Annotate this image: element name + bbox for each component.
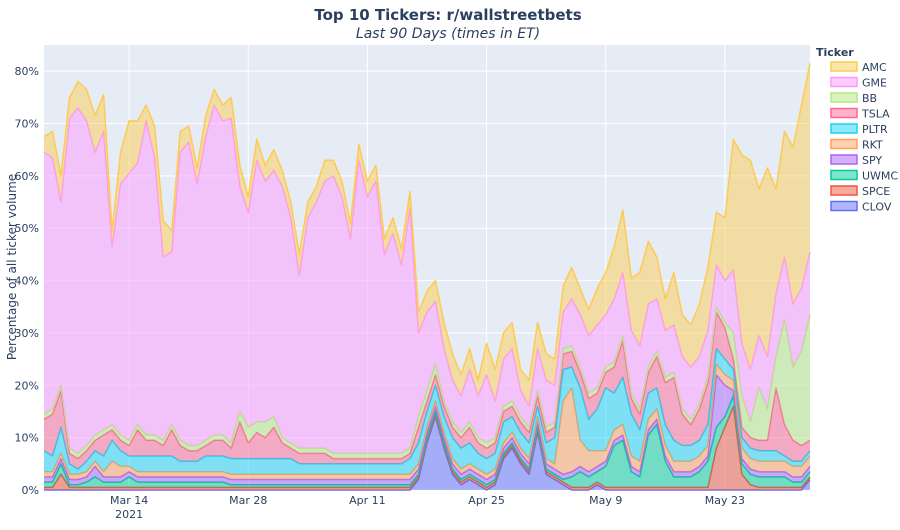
- area-rkt[interactable]: [44, 364, 810, 480]
- line-amc: [43, 63, 811, 381]
- y-tick-label: 20%: [15, 379, 39, 392]
- legend-swatch: [830, 200, 858, 212]
- y-axis-ticks: 0% 10% 20% 30% 40% 50% 60% 70% 80%: [15, 65, 39, 497]
- chart-subtitle: Last 90 Days (times in ET): [356, 26, 540, 42]
- legend-title: Ticker: [816, 46, 854, 59]
- legend-swatch: [830, 92, 858, 103]
- y-tick-label: 0%: [22, 484, 39, 497]
- legend-label: TSLA: [861, 108, 890, 121]
- legend-label: SPY: [862, 154, 882, 167]
- area-pltr[interactable]: [44, 348, 810, 475]
- area-gme[interactable]: [44, 105, 810, 454]
- legend-swatch: [830, 185, 858, 196]
- legend-item-rkt[interactable]: RKT: [830, 138, 883, 152]
- area-uwmc[interactable]: [44, 395, 810, 488]
- legend-item-tsla[interactable]: TSLA: [830, 107, 890, 121]
- y-tick-label: 60%: [15, 170, 39, 183]
- x-tick-label: May 9: [589, 494, 622, 507]
- x-tick-label: Mar 14: [110, 494, 148, 507]
- area-clov[interactable]: [44, 416, 810, 490]
- legend-item-spce[interactable]: SPCE: [830, 185, 890, 198]
- legend-item-uwmc[interactable]: UWMC: [830, 169, 898, 183]
- legend-item-amc[interactable]: AMC: [830, 61, 887, 74]
- legend-swatch: [830, 123, 858, 134]
- y-tick-label: 70%: [15, 118, 39, 131]
- x-tick-label: Apr 25: [468, 494, 505, 507]
- legend-label: BB: [862, 92, 877, 105]
- legend-item-pltr[interactable]: PLTR: [830, 123, 888, 136]
- y-axis-label: Percentage of all ticker volume: [5, 174, 19, 360]
- legend-label: GME: [862, 77, 887, 90]
- legend-label: CLOV: [862, 201, 892, 214]
- area-series: [43, 63, 811, 491]
- y-tick-label: 10%: [15, 432, 39, 445]
- y-tick-label: 50%: [15, 222, 39, 235]
- legend-label: RKT: [862, 139, 883, 152]
- x-tick-label: May 23: [705, 494, 745, 507]
- legend-item-clov[interactable]: CLOV: [830, 200, 892, 214]
- legend-swatch: [830, 76, 858, 88]
- legend-item-spy[interactable]: SPY: [830, 154, 882, 167]
- legend-label: AMC: [862, 61, 887, 74]
- legend-item-bb[interactable]: BB: [830, 92, 877, 105]
- legend-item-gme[interactable]: GME: [830, 76, 887, 90]
- area-spce[interactable]: [44, 406, 810, 490]
- x-tick-sublabel: 2021: [115, 508, 143, 521]
- y-tick-label: 30%: [15, 327, 39, 340]
- area-amc[interactable]: [44, 63, 810, 407]
- x-tick-label: Apr 11: [349, 494, 386, 507]
- y-tick-label: 80%: [15, 65, 39, 78]
- y-tick-label: 40%: [15, 275, 39, 288]
- legend-swatch: [830, 138, 858, 150]
- legend-label: SPCE: [862, 185, 890, 198]
- legend-label: PLTR: [862, 123, 888, 136]
- legend-swatch: [830, 107, 858, 119]
- legend-swatch: [830, 154, 858, 165]
- x-tick-label: Mar 28: [229, 494, 267, 507]
- legend-swatch: [830, 61, 858, 72]
- legend[interactable]: AMC GME BB TSLA PLTR RKT SPY UWMC SPCE CLOV: [830, 61, 898, 214]
- chart-title: Top 10 Tickers: r/wallstreetbets: [314, 6, 581, 24]
- legend-label: UWMC: [862, 170, 898, 183]
- legend-swatch: [830, 169, 858, 181]
